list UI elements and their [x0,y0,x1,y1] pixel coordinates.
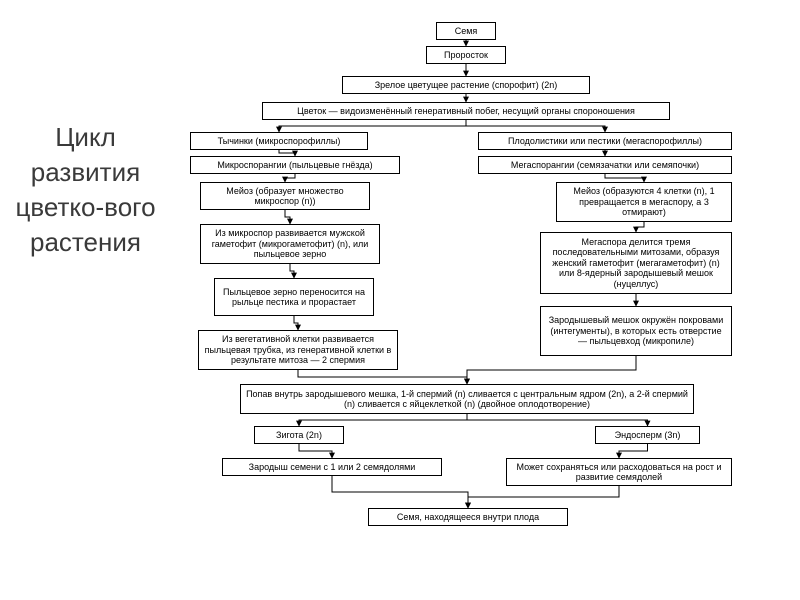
node-n1: Семя [436,22,496,40]
node-n11: Плодолистики или пестики (мегаспорофиллы… [478,132,732,150]
node-n19: Зародыш семени с 1 или 2 семядолями [222,458,442,476]
node-n15: Зародышевый мешок окружён покровами (инт… [540,306,732,356]
node-n4: Цветок — видоизменённый генеративный поб… [262,102,670,120]
node-n8: Из микроспор развивается мужской гаметоф… [200,224,380,264]
node-n13: Мейоз (образуются 4 клетки (n), 1 превра… [556,182,732,222]
node-n12: Мегаспорангии (семязачатки или семяпочки… [478,156,732,174]
node-n6: Микроспорангии (пыльцевые гнёзда) [190,156,400,174]
node-n17: Зигота (2n) [254,426,344,444]
node-n16: Попав внутрь зародышевого мешка, 1-й спе… [240,384,694,414]
node-n14: Мегаспора делится тремя последовательным… [540,232,732,294]
node-n3: Зрелое цветущее растение (спорофит) (2n) [342,76,590,94]
node-n7: Мейоз (образует множество микроспор (n)) [200,182,370,210]
node-n9: Пыльцевое зерно переносится на рыльце пе… [214,278,374,316]
node-n20: Может сохраняться или расходоваться на р… [506,458,732,486]
node-n2: Проросток [426,46,506,64]
node-n18: Эндосперм (3n) [595,426,700,444]
node-n21: Семя, находящееся внутри плода [368,508,568,526]
node-n10: Из вегетативной клетки развивается пыльц… [198,330,398,370]
diagram-title: Цикл развития цветко-вого растения [8,120,163,260]
node-n5: Тычинки (микроспорофиллы) [190,132,368,150]
